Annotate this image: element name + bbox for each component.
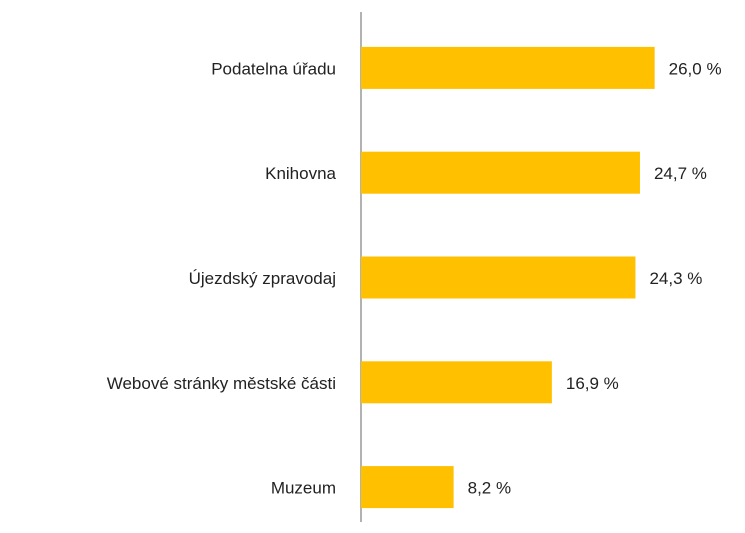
bar (361, 361, 552, 404)
category-label: Webové stránky městské části (107, 374, 336, 393)
bar (361, 466, 454, 509)
value-label: 26,0 % (669, 59, 722, 78)
bar (361, 256, 636, 299)
value-label: 24,7 % (654, 164, 707, 183)
value-label: 8,2 % (468, 479, 511, 498)
category-label: Muzeum (271, 479, 336, 498)
value-label: 16,9 % (566, 374, 619, 393)
category-label: Knihovna (265, 164, 336, 183)
category-label: Podatelna úřadu (211, 59, 336, 78)
value-label: 24,3 % (649, 269, 702, 288)
bar (361, 151, 640, 194)
bar (361, 46, 655, 89)
category-label: Újezdský zpravodaj (189, 269, 336, 288)
